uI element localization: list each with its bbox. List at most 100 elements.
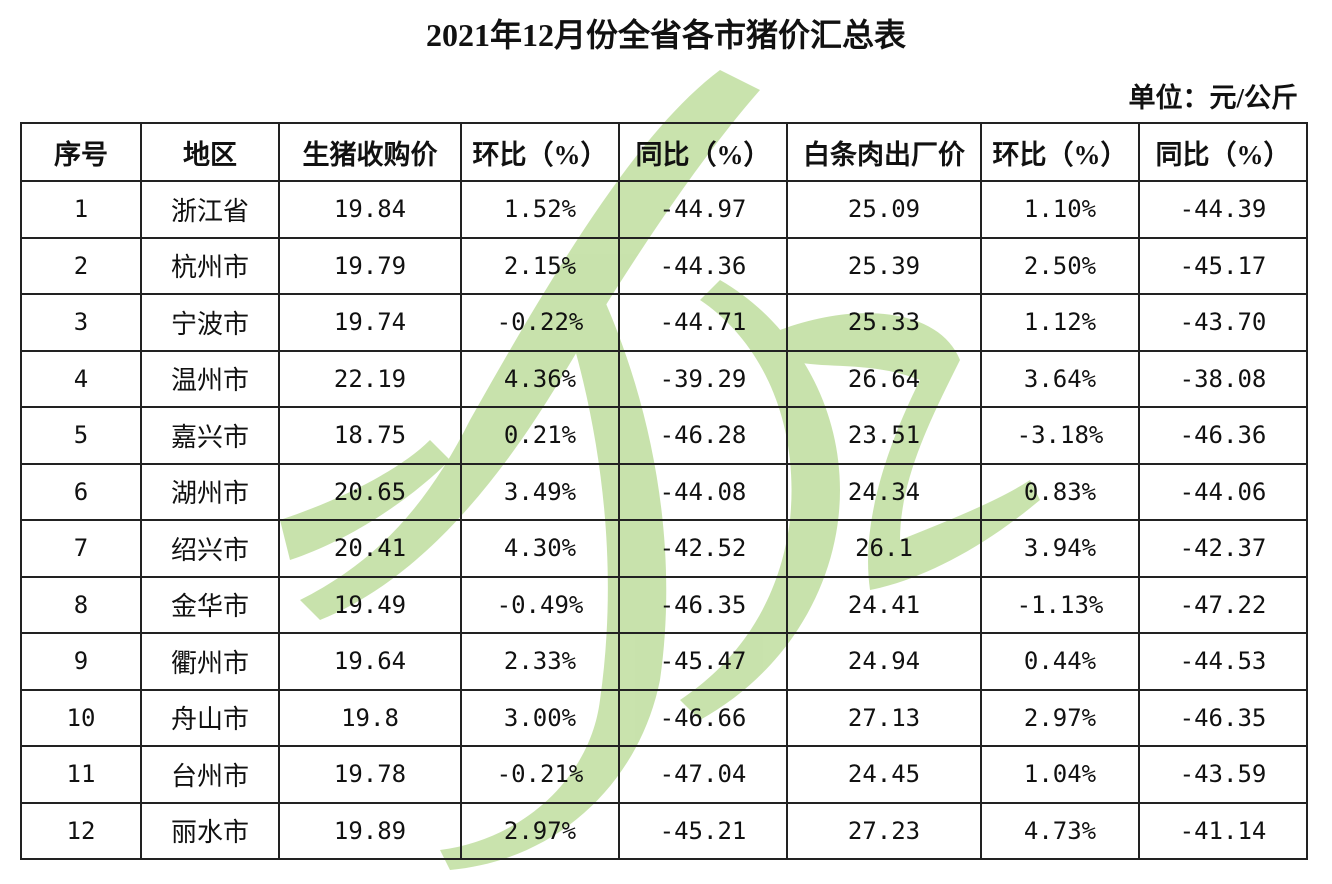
table-cell: 4.73% <box>980 801 1140 860</box>
table-cell: 24.41 <box>786 575 982 634</box>
table-cell: 25.39 <box>786 236 982 295</box>
table-cell: 26.64 <box>786 349 982 408</box>
column-header: 同比（%） <box>1138 122 1308 182</box>
table-cell: -46.35 <box>1138 688 1308 747</box>
table-cell: 1 <box>20 180 142 239</box>
table-cell: 9 <box>20 632 142 691</box>
table-cell: 24.34 <box>786 462 982 521</box>
table-cell: 7 <box>20 519 142 578</box>
table-cell: 0.21% <box>460 406 620 465</box>
table-cell: 1.10% <box>980 180 1140 239</box>
price-table: 序号 地区 生猪收购价 环比（%） 同比（%） 白条肉出厂价 环比（%） 同比（%） 1 浙江省… <box>20 122 1308 860</box>
table-cell: 宁波市 <box>140 293 280 352</box>
table-cell: -3.18% <box>980 406 1140 465</box>
table-cell: 5 <box>20 406 142 465</box>
table-cell: -41.14 <box>1138 801 1308 860</box>
table-row: 6 湖州市 20.65 3.49% -44.08 24.34 0.83% -44.06 <box>20 462 1308 521</box>
table-cell: 1.52% <box>460 180 620 239</box>
table-cell: 2.33% <box>460 632 620 691</box>
table-cell: 3.00% <box>460 688 620 747</box>
table-cell: -42.52 <box>618 519 788 578</box>
table-cell: 19.74 <box>278 293 462 352</box>
table-cell: -46.35 <box>618 575 788 634</box>
table-row: 3 宁波市 19.74 -0.22% -44.71 25.33 1.12% -43.70 <box>20 293 1308 352</box>
table-cell: -0.22% <box>460 293 620 352</box>
table-cell: 1.12% <box>980 293 1140 352</box>
table-row: 2 杭州市 19.79 2.15% -44.36 25.39 2.50% -45.17 <box>20 236 1308 295</box>
table-cell: 26.1 <box>786 519 982 578</box>
unit: 单位：元/公斤 <box>1128 83 1298 113</box>
table-row: 10 舟山市 19.8 3.00% -46.66 27.13 2.97% -46.35 <box>20 688 1308 747</box>
table-cell: 22.19 <box>278 349 462 408</box>
table-cell: 金华市 <box>140 575 280 634</box>
table-cell: 杭州市 <box>140 236 280 295</box>
table-cell: -46.36 <box>1138 406 1308 465</box>
table-cell: 2.15% <box>460 236 620 295</box>
table-cell: 1.04% <box>980 745 1140 804</box>
table-row: 4 温州市 22.19 4.36% -39.29 26.64 3.64% -38.08 <box>20 349 1308 408</box>
header-row: 序号 地区 生猪收购价 环比（%） 同比（%） 白条肉出厂价 环比（%） 同比（%） <box>20 122 1308 182</box>
table-cell: 27.23 <box>786 801 982 860</box>
table-cell: 11 <box>20 745 142 804</box>
table-cell: 19.79 <box>278 236 462 295</box>
table-cell: -44.06 <box>1138 462 1308 521</box>
table-cell: -46.28 <box>618 406 788 465</box>
table-cell: -0.49% <box>460 575 620 634</box>
table-cell: 19.64 <box>278 632 462 691</box>
table-cell: 台州市 <box>140 745 280 804</box>
table-cell: 浙江省 <box>140 180 280 239</box>
table-cell: -43.59 <box>1138 745 1308 804</box>
table-cell: 20.41 <box>278 519 462 578</box>
table-cell: 3.49% <box>460 462 620 521</box>
column-header: 环比（%） <box>460 122 620 182</box>
table-cell: -47.22 <box>1138 575 1308 634</box>
table-row: 7 绍兴市 20.41 4.30% -42.52 26.1 3.94% -42.37 <box>20 519 1308 578</box>
table-cell: 25.09 <box>786 180 982 239</box>
table-cell: 4.30% <box>460 519 620 578</box>
table-cell: -46.66 <box>618 688 788 747</box>
table-cell: 4.36% <box>460 349 620 408</box>
table-cell: 舟山市 <box>140 688 280 747</box>
table-cell: 0.83% <box>980 462 1140 521</box>
table-cell: 6 <box>20 462 142 521</box>
title: 2021年12月份全省各市猪价汇总表 <box>425 17 906 53</box>
table-cell: 2 <box>20 236 142 295</box>
table-cell: 20.65 <box>278 462 462 521</box>
table-cell: -44.53 <box>1138 632 1308 691</box>
table-cell: -44.39 <box>1138 180 1308 239</box>
table-cell: 25.33 <box>786 293 982 352</box>
table-cell: 4 <box>20 349 142 408</box>
table-cell: 18.75 <box>278 406 462 465</box>
table-cell: -45.21 <box>618 801 788 860</box>
table-cell: 23.51 <box>786 406 982 465</box>
table-cell: 湖州市 <box>140 462 280 521</box>
table-row: 5 嘉兴市 18.75 0.21% -46.28 23.51 -3.18% -46.36 <box>20 406 1308 465</box>
table-cell: 19.78 <box>278 745 462 804</box>
table-cell: -44.36 <box>618 236 788 295</box>
table-cell: 12 <box>20 801 142 860</box>
table-cell: 丽水市 <box>140 801 280 860</box>
table-cell: -38.08 <box>1138 349 1308 408</box>
table-cell: 10 <box>20 688 142 747</box>
table-cell: 19.89 <box>278 801 462 860</box>
table-cell: 2.97% <box>460 801 620 860</box>
table-cell: 绍兴市 <box>140 519 280 578</box>
table-cell: 嘉兴市 <box>140 406 280 465</box>
column-header: 序号 <box>20 122 142 182</box>
table-cell: -45.47 <box>618 632 788 691</box>
table-cell: 衢州市 <box>140 632 280 691</box>
table-cell: -45.17 <box>1138 236 1308 295</box>
table-cell: 3 <box>20 293 142 352</box>
table-cell: 3.64% <box>980 349 1140 408</box>
table-cell: 19.8 <box>278 688 462 747</box>
table-cell: -39.29 <box>618 349 788 408</box>
table-cell: -42.37 <box>1138 519 1308 578</box>
table-row: 1 浙江省 19.84 1.52% -44.97 25.09 1.10% -44.39 <box>20 180 1308 239</box>
table-cell: -44.97 <box>618 180 788 239</box>
table-cell: -43.70 <box>1138 293 1308 352</box>
table-row: 11 台州市 19.78 -0.21% -47.04 24.45 1.04% -43.59 <box>20 745 1308 804</box>
table-cell: -1.13% <box>980 575 1140 634</box>
table-row: 9 衢州市 19.64 2.33% -45.47 24.94 0.44% -44.53 <box>20 632 1308 691</box>
table-cell: 8 <box>20 575 142 634</box>
